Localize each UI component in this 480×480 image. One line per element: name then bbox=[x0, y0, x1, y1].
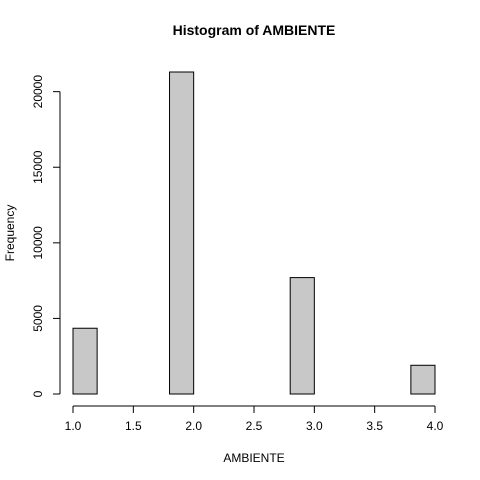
x-axis: 1.0 1.5 2.0 2.5 3.0 3.5 4.0 bbox=[65, 405, 444, 433]
x-axis-label: AMBIENTE bbox=[223, 451, 284, 465]
x-tick-label: 3.0 bbox=[306, 419, 323, 433]
y-tick-label: 5000 bbox=[31, 305, 45, 332]
histogram-bar bbox=[410, 364, 436, 395]
bars-group bbox=[72, 71, 436, 395]
x-tick-label: 2.0 bbox=[185, 419, 202, 433]
x-tick-label: 3.5 bbox=[366, 419, 383, 433]
histogram-bar bbox=[169, 71, 195, 395]
chart-title: Histogram of AMBIENTE bbox=[173, 22, 336, 38]
x-tick-label: 1.0 bbox=[65, 419, 82, 433]
x-tick-label: 1.5 bbox=[125, 419, 142, 433]
y-tick-label: 20000 bbox=[31, 75, 45, 109]
y-axis-label: Frequency bbox=[3, 205, 17, 262]
y-axis: 0 5000 10000 15000 20000 bbox=[31, 75, 61, 397]
y-tick-label: 10000 bbox=[31, 226, 45, 260]
y-tick-label: 0 bbox=[31, 390, 45, 397]
y-tick-label: 15000 bbox=[31, 150, 45, 184]
x-tick-label: 4.0 bbox=[427, 419, 444, 433]
histogram-bar bbox=[72, 327, 98, 395]
x-tick-label: 2.5 bbox=[246, 419, 263, 433]
histogram-bar bbox=[289, 277, 315, 395]
